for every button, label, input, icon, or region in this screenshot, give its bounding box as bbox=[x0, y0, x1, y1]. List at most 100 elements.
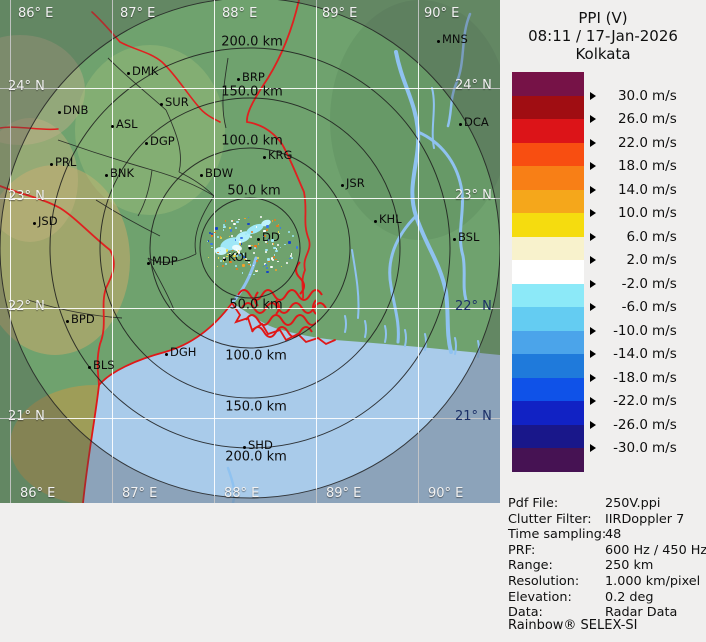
info-value: 1.000 km/pixel bbox=[605, 573, 701, 589]
tick-arrow-icon bbox=[590, 91, 596, 100]
info-row: Resolution: 1.000 km/pixel bbox=[508, 574, 704, 590]
scale-band bbox=[512, 142, 584, 167]
tick-value: -14.0 bbox=[613, 346, 648, 363]
product-info-list: Pdf File: 250V.ppi Clutter Filter: IIRDoppl… bbox=[508, 496, 706, 621]
tick-unit: m/s bbox=[652, 228, 677, 245]
tick-arrow-icon bbox=[590, 232, 596, 241]
scale-band bbox=[512, 448, 584, 473]
info-label: Pdf File: bbox=[508, 496, 559, 511]
tick-value: 10.0 bbox=[617, 205, 648, 222]
scale-band bbox=[512, 401, 584, 426]
tick-unit: m/s bbox=[652, 181, 677, 198]
tick-value: 26.0 bbox=[617, 111, 648, 128]
tick-arrow-icon bbox=[590, 444, 596, 453]
info-row: Elevation: 0.2 deg bbox=[508, 590, 704, 606]
info-value: 0.2 deg bbox=[605, 589, 654, 605]
tick-value: -10.0 bbox=[613, 322, 648, 339]
tick-value: -22.0 bbox=[613, 393, 648, 410]
tick-value: 6.0 bbox=[626, 228, 648, 245]
tick-unit: m/s bbox=[652, 134, 677, 151]
map-svg bbox=[0, 0, 500, 503]
tick-unit: m/s bbox=[652, 158, 677, 175]
station-name: Kolkata bbox=[575, 45, 631, 63]
tick-unit: m/s bbox=[652, 275, 677, 292]
tick-arrow-icon bbox=[590, 185, 596, 194]
tick-unit: m/s bbox=[652, 299, 677, 316]
scale-band bbox=[512, 330, 584, 355]
tick-unit: m/s bbox=[652, 87, 677, 104]
info-label: Data: bbox=[508, 605, 543, 621]
info-label: Time sampling: bbox=[508, 527, 607, 543]
tick-unit: m/s bbox=[652, 205, 677, 222]
tick-arrow-icon bbox=[590, 326, 596, 335]
tick-arrow-icon bbox=[590, 303, 596, 312]
scale-band bbox=[512, 72, 584, 97]
tick-unit: m/s bbox=[652, 369, 677, 386]
radar-center-marker bbox=[248, 246, 252, 250]
scale-band bbox=[512, 377, 584, 402]
scale-band bbox=[512, 95, 584, 120]
info-row: PRF: 600 Hz / 450 Hz bbox=[508, 542, 706, 559]
info-row: Clutter Filter: IIRDoppler 7 bbox=[508, 512, 704, 528]
tick-value: -26.0 bbox=[613, 416, 648, 433]
info-label: Clutter Filter: bbox=[508, 511, 592, 527]
scale-band bbox=[512, 424, 584, 449]
scale-band bbox=[512, 166, 584, 191]
info-row: Data: Radar Data bbox=[508, 605, 704, 621]
tick-arrow-icon bbox=[590, 397, 596, 406]
rivers bbox=[226, 12, 480, 503]
tick-value: -6.0 bbox=[621, 299, 648, 316]
tick-value: 22.0 bbox=[617, 134, 648, 151]
info-label: PRF: bbox=[508, 542, 536, 558]
tick-arrow-icon bbox=[590, 256, 596, 265]
tick-value: 30.0 bbox=[617, 87, 648, 104]
range-rings bbox=[0, 0, 500, 499]
scale-band bbox=[512, 236, 584, 261]
info-value: 250V.ppi bbox=[605, 496, 661, 511]
scale-band bbox=[512, 354, 584, 379]
tick-arrow-icon bbox=[590, 115, 596, 124]
info-value: 600 Hz / 450 Hz bbox=[605, 542, 706, 558]
tick-value: -2.0 bbox=[621, 275, 648, 292]
scale-band bbox=[512, 213, 584, 238]
tick-value: 18.0 bbox=[617, 158, 648, 175]
tick-arrow-icon bbox=[590, 373, 596, 382]
info-value: Radar Data bbox=[605, 605, 678, 621]
sundarbans-channels bbox=[237, 261, 327, 338]
info-value: 250 km bbox=[605, 558, 654, 574]
scale-band bbox=[512, 119, 584, 144]
tick-arrow-icon bbox=[590, 350, 596, 359]
side-panel: PPI (V) 08:11 / 17-Jan-2026 Kolkata 30.0… bbox=[500, 0, 706, 642]
tick-value: 14.0 bbox=[617, 181, 648, 198]
scale-band bbox=[512, 189, 584, 214]
tick-value: 2.0 bbox=[626, 252, 648, 269]
scale-band bbox=[512, 283, 584, 308]
tick-arrow-icon bbox=[590, 420, 596, 429]
product-title: PPI (V) bbox=[578, 9, 628, 27]
tick-unit: m/s bbox=[652, 346, 677, 363]
tick-value: -18.0 bbox=[613, 369, 648, 386]
tick-arrow-icon bbox=[590, 138, 596, 147]
info-label: Elevation: bbox=[508, 589, 572, 605]
tick-arrow-icon bbox=[590, 162, 596, 171]
info-value: IIRDoppler 7 bbox=[605, 511, 685, 527]
software-brand: Rainbow® SELEX-SI bbox=[508, 618, 638, 633]
tick-unit: m/s bbox=[652, 322, 677, 339]
tick-unit: m/s bbox=[652, 393, 677, 410]
tick-unit: m/s bbox=[652, 111, 677, 128]
scan-datetime: 08:11 / 17-Jan-2026 bbox=[528, 27, 678, 45]
tick-arrow-icon bbox=[590, 209, 596, 218]
tick-unit: m/s bbox=[652, 252, 677, 269]
tick-value: -30.0 bbox=[613, 440, 648, 457]
graticule-lines bbox=[0, 0, 500, 503]
info-label: Range: bbox=[508, 558, 553, 574]
out-of-range-dim bbox=[0, 0, 500, 503]
info-value: 48 bbox=[605, 527, 622, 543]
tick-unit: m/s bbox=[652, 416, 677, 433]
info-row: Pdf File: 250V.ppi bbox=[508, 496, 704, 512]
info-label: Resolution: bbox=[508, 573, 580, 589]
tick-unit: m/s bbox=[652, 440, 677, 457]
tick-arrow-icon bbox=[590, 279, 596, 288]
sea bbox=[83, 303, 500, 503]
